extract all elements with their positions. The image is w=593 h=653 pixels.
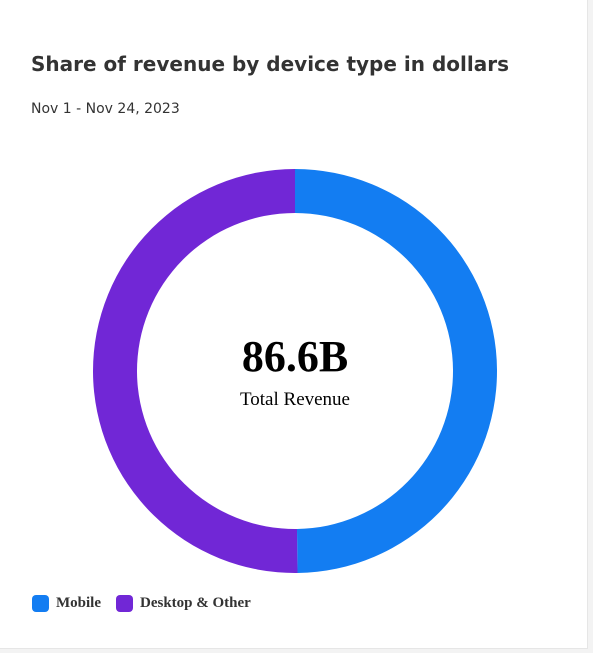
date-range: Nov 1 - Nov 24, 2023: [31, 101, 180, 117]
chart-title: Share of revenue by device type in dolla…: [31, 52, 509, 76]
total-revenue-label: Total Revenue: [240, 389, 350, 410]
legend-item-desktop-other[interactable]: Desktop & Other: [116, 595, 251, 612]
legend-swatch-mobile: [32, 595, 49, 612]
legend-item-mobile[interactable]: Mobile: [32, 595, 101, 612]
donut-slice-mobile[interactable]: [295, 169, 498, 573]
donut-slice-desktop-other[interactable]: [93, 169, 298, 573]
legend-label-mobile: Mobile: [56, 595, 101, 611]
chart-legend: Mobile Desktop & Other: [32, 595, 251, 612]
donut-chart: 86.6B Total Revenue: [93, 169, 498, 573]
donut-slices: [93, 169, 498, 573]
legend-swatch-desktop-other: [116, 595, 133, 612]
legend-label-desktop-other: Desktop & Other: [140, 595, 251, 611]
total-revenue-value: 86.6B: [242, 332, 348, 381]
